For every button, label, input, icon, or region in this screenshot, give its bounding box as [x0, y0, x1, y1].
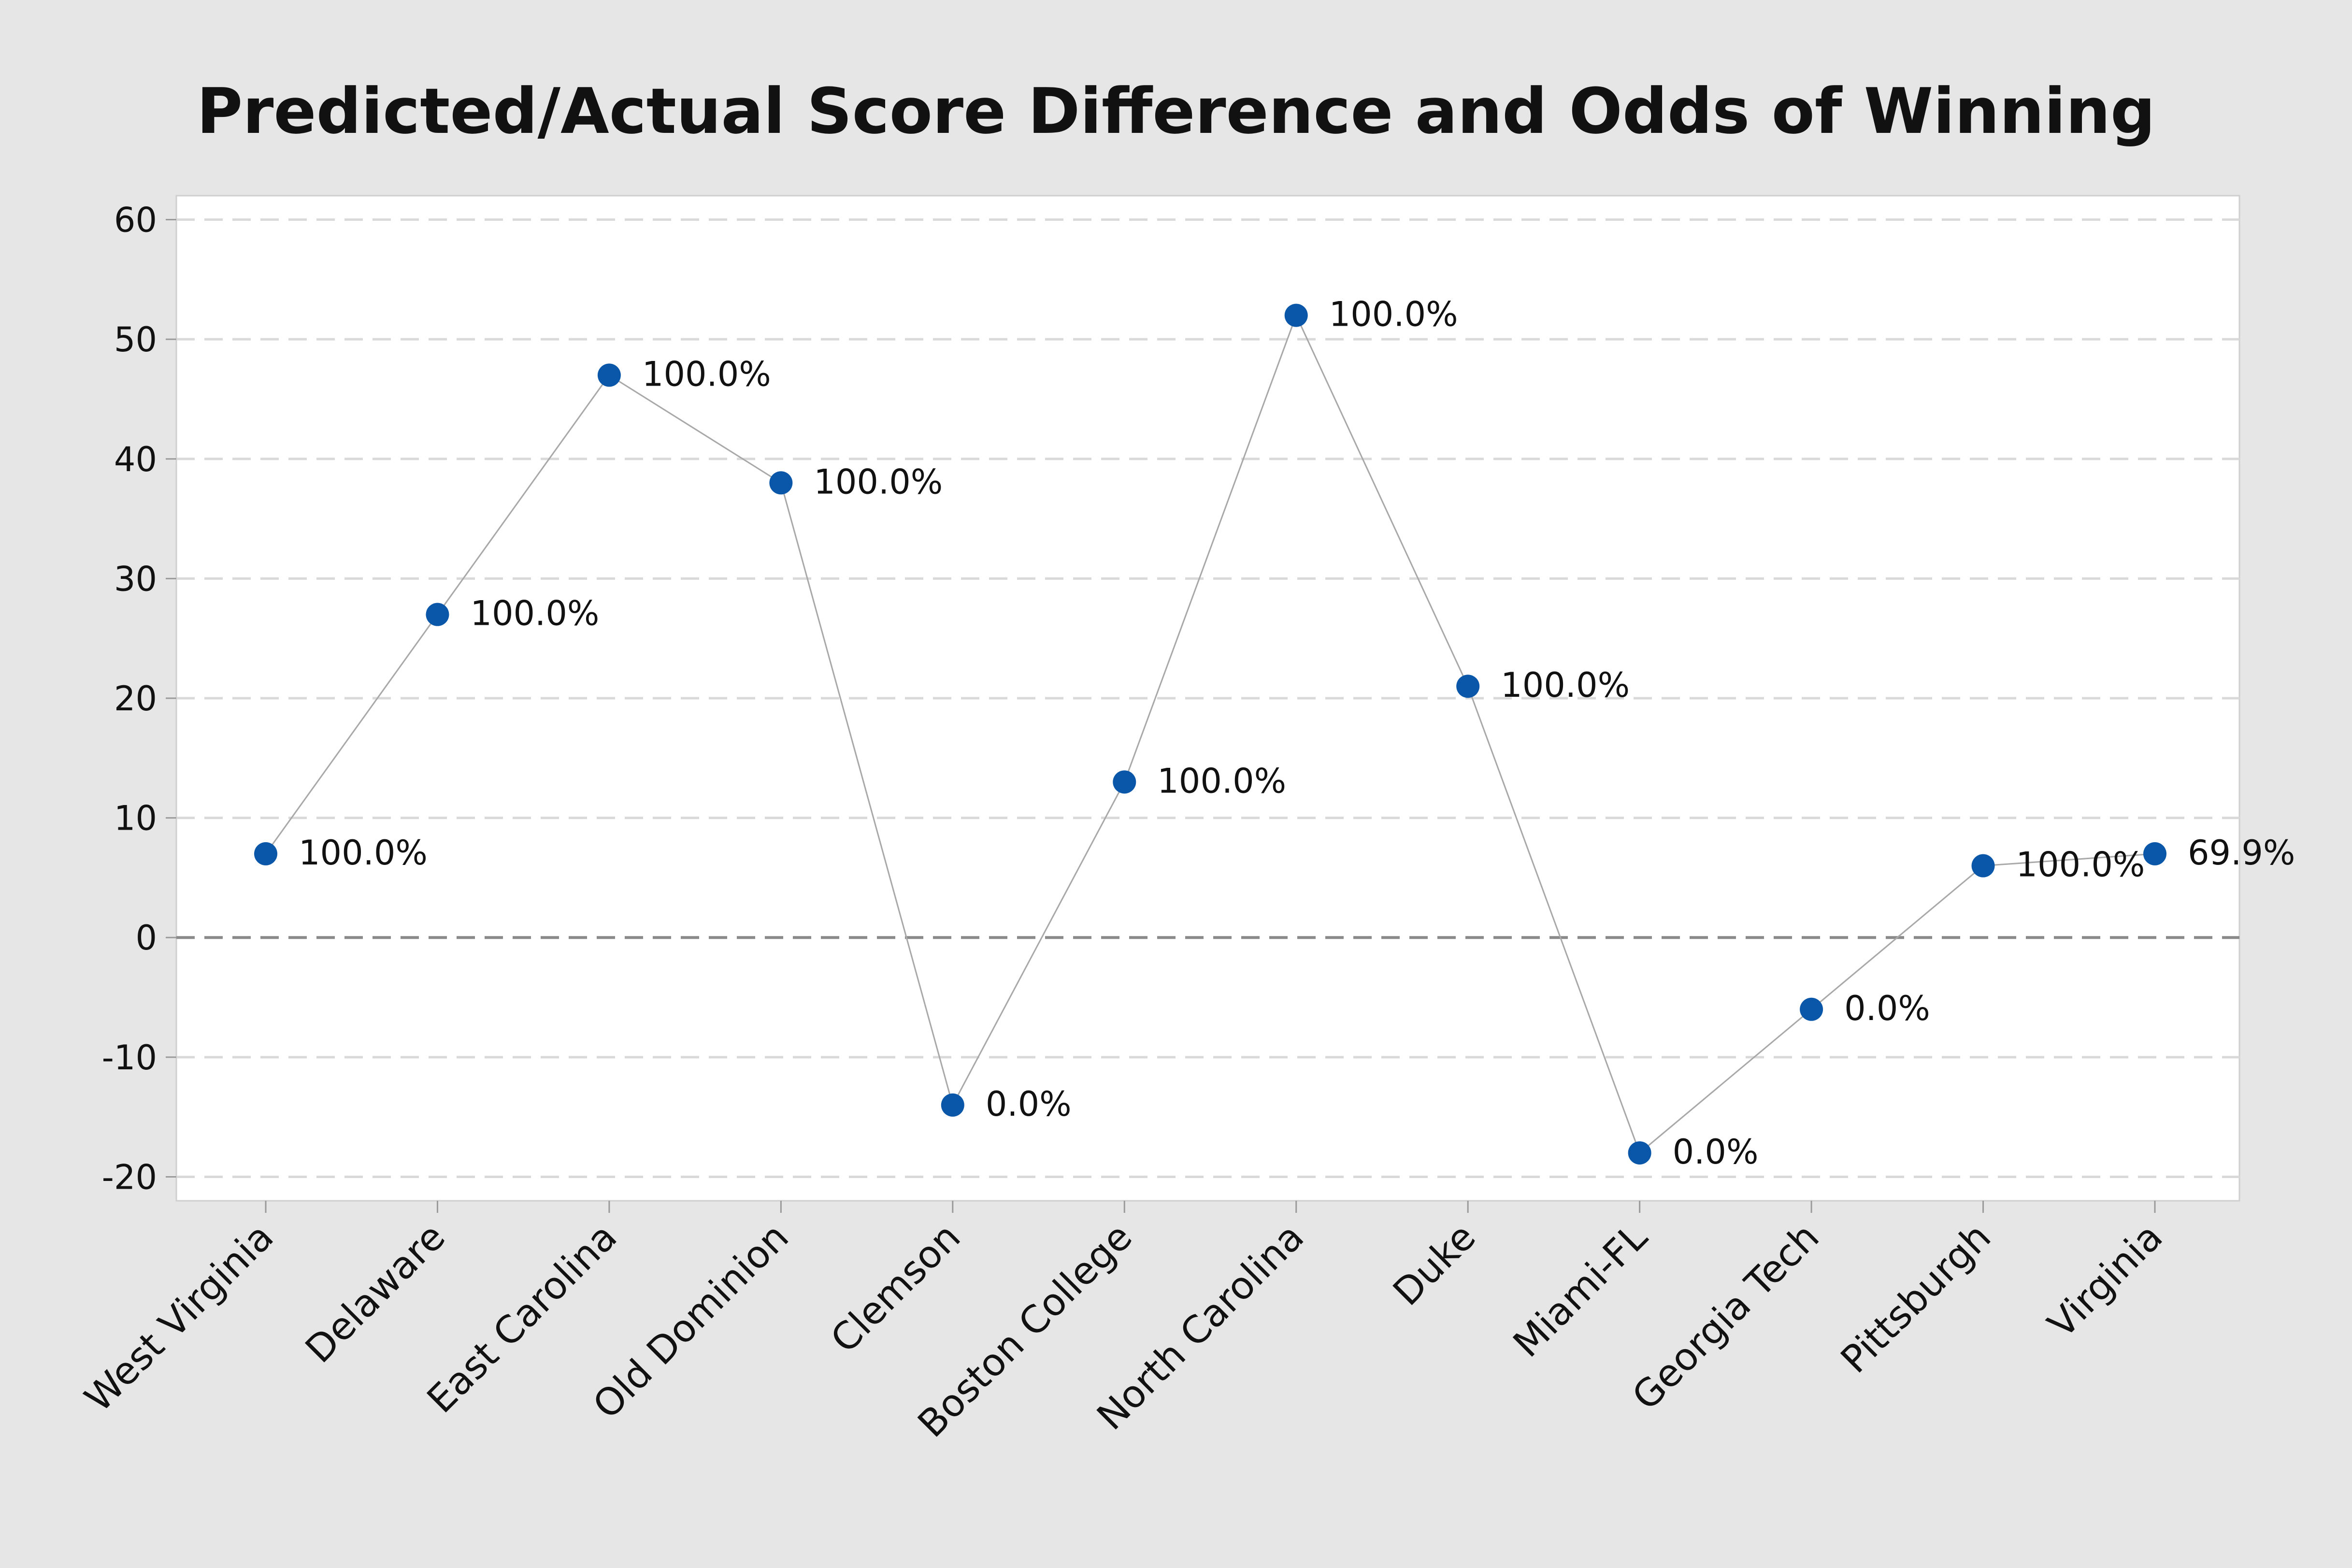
data-label: 100.0%	[1329, 295, 1458, 334]
series-line	[265, 313, 2155, 1154]
data-label: 100.0%	[470, 594, 599, 633]
data-label: 100.0%	[814, 462, 943, 502]
x-tick-label: Pittsburgh	[1833, 1215, 1999, 1382]
y-tick-label: -20	[102, 1157, 157, 1197]
data-point	[1628, 1141, 1651, 1165]
y-tick-label: 50	[114, 320, 157, 360]
data-label: 100.0%	[1501, 665, 1630, 705]
data-label: 0.0%	[1673, 1132, 1759, 1172]
data-point	[597, 363, 621, 387]
data-label: 100.0%	[2016, 845, 2145, 885]
data-label: 100.0%	[1157, 761, 1286, 801]
data-point	[1800, 997, 1823, 1021]
data-point	[1456, 675, 1480, 698]
data-label: 100.0%	[642, 354, 771, 394]
gridlines	[176, 218, 2239, 1178]
data-point	[941, 1093, 964, 1117]
data-point	[254, 842, 277, 865]
y-tick-label: 0	[135, 918, 157, 958]
x-tick-label: West Virginia	[77, 1215, 282, 1421]
y-tick-label: -10	[102, 1038, 157, 1078]
data-point	[769, 471, 793, 495]
data-label: 0.0%	[986, 1084, 1072, 1124]
y-tick-label: 60	[114, 201, 157, 240]
data-labels: 100.0% 100.0% 100.0% 100.0% 0.0% 100.0% 100.0%…	[299, 295, 2295, 1172]
data-label: 0.0%	[1844, 989, 1930, 1028]
data-point	[1113, 770, 1136, 794]
y-tick-label: 40	[114, 440, 157, 479]
data-point	[1971, 854, 1995, 878]
y-tick-label: 20	[114, 679, 157, 719]
x-tick-label: Clemson	[823, 1215, 969, 1362]
data-point	[1284, 303, 1308, 327]
data-point	[2143, 842, 2166, 865]
data-points	[254, 303, 2166, 1165]
chart-title: Predicted/Actual Score Difference and Od…	[197, 74, 2155, 148]
series-polyline	[265, 313, 2155, 1154]
x-tick-label: Duke	[1385, 1215, 1484, 1314]
y-axis-ticks: 60 50 40 30 20 10 0 -10 -20	[102, 201, 176, 1197]
y-tick-label: 30	[114, 559, 157, 599]
data-point	[426, 603, 449, 626]
data-label: 69.9%	[2188, 833, 2295, 873]
data-label: 100.0%	[299, 833, 428, 873]
y-tick-label: 10	[114, 799, 157, 838]
x-tick-label: Miami-FL	[1505, 1215, 1656, 1366]
x-tick-label: Delaware	[297, 1215, 453, 1371]
x-tick-label: Virginia	[2040, 1215, 2171, 1347]
